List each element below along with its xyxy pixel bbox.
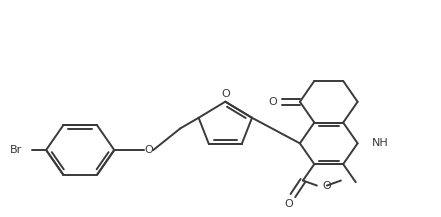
Text: O: O bbox=[269, 97, 277, 107]
Text: O: O bbox=[144, 145, 153, 155]
Text: Br: Br bbox=[10, 145, 22, 155]
Text: O: O bbox=[221, 89, 230, 99]
Text: NH: NH bbox=[372, 138, 389, 148]
Text: O: O bbox=[322, 181, 331, 191]
Text: O: O bbox=[284, 199, 293, 209]
